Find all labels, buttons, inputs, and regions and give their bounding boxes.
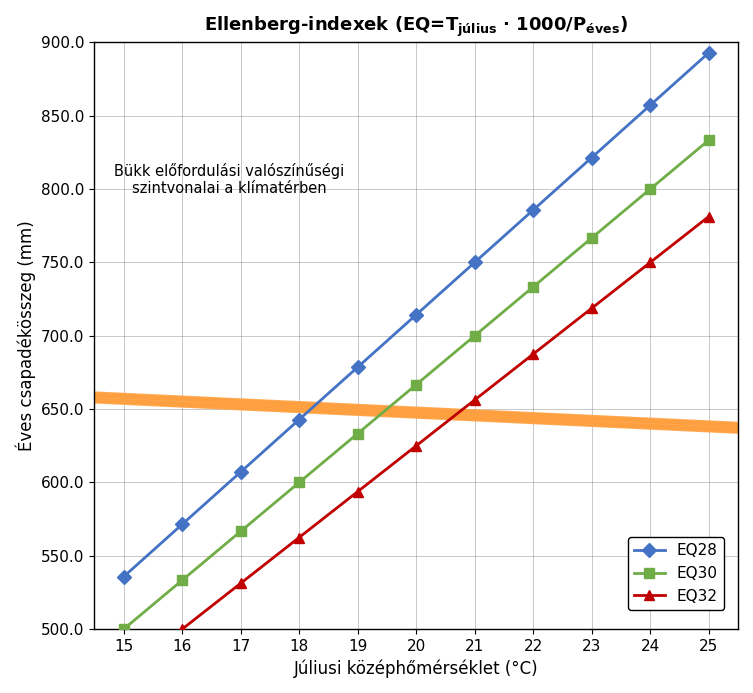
EQ30 xyxy=(704,136,713,144)
Y-axis label: Éves csapadékösszeg (mm): Éves csapadékösszeg (mm) xyxy=(15,220,35,451)
EQ32 xyxy=(529,350,538,358)
Legend: EQ28, EQ30, EQ32: EQ28, EQ30, EQ32 xyxy=(628,537,724,610)
EQ32 xyxy=(353,487,362,495)
EQ28 xyxy=(646,101,655,109)
EQ30 xyxy=(236,527,245,536)
EQ28 xyxy=(119,572,128,581)
EQ30 xyxy=(587,234,596,242)
EQ28 xyxy=(587,153,596,161)
EQ32 xyxy=(704,212,713,220)
EQ32 xyxy=(236,579,245,588)
EQ30 xyxy=(529,283,538,291)
Text: Bükk előfordulási valószínűségi
szintvonalai a klímatérben: Bükk előfordulási valószínűségi szintvon… xyxy=(114,163,345,196)
Line: EQ32: EQ32 xyxy=(119,211,714,680)
Line: EQ30: EQ30 xyxy=(119,135,714,634)
EQ30 xyxy=(353,430,362,438)
EQ32 xyxy=(178,625,187,633)
EQ28 xyxy=(412,310,421,319)
EQ28 xyxy=(178,520,187,529)
EQ30 xyxy=(412,380,421,389)
EQ28 xyxy=(704,49,713,57)
EQ28 xyxy=(353,363,362,371)
EQ28 xyxy=(529,206,538,214)
EQ32 xyxy=(412,441,421,450)
EQ30 xyxy=(178,576,187,584)
EQ28 xyxy=(236,468,245,476)
Ellipse shape xyxy=(0,311,753,513)
EQ32 xyxy=(470,396,479,404)
EQ30 xyxy=(646,185,655,193)
EQ28 xyxy=(294,415,303,423)
EQ30 xyxy=(294,478,303,486)
Line: EQ28: EQ28 xyxy=(119,48,714,581)
EQ32 xyxy=(646,258,655,267)
EQ30 xyxy=(470,332,479,340)
EQ28 xyxy=(470,258,479,267)
Title: Ellenberg-indexek (EQ=T$_{\mathregular{július}}$ · 1000/P$_{\mathregular{éves}}$: Ellenberg-indexek (EQ=T$_{\mathregular{j… xyxy=(204,15,628,40)
EQ30 xyxy=(119,625,128,633)
EQ32 xyxy=(294,534,303,542)
X-axis label: Júliusi középhőmérséklet (°C): Júliusi középhőmérséklet (°C) xyxy=(294,660,538,678)
EQ32 xyxy=(119,671,128,679)
EQ32 xyxy=(587,304,596,313)
